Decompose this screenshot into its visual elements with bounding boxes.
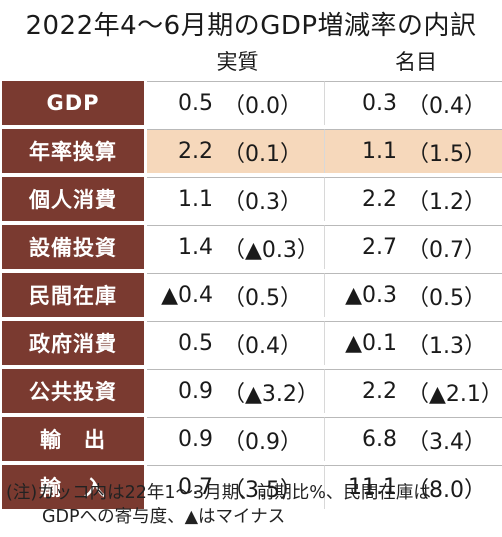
real-cell: 2.2 （0.1）	[147, 129, 324, 173]
table-row: 公共投資 0.9 （▲3.2） 2.2 （▲2.1）	[2, 369, 502, 413]
real-value: 0.7	[178, 475, 213, 500]
table-row: GDP 0.5 （0.0） 0.3 （0.4）	[2, 81, 502, 125]
real-prev-value: （0.9）	[223, 429, 302, 455]
row-label: GDP	[2, 81, 144, 125]
real-cell: 1.4 （▲0.3）	[147, 225, 324, 269]
nominal-value: 11.1	[348, 475, 397, 500]
row-label: 輸 入	[2, 465, 144, 509]
real-prev-value: （▲0.3）	[223, 237, 319, 263]
nominal-value: 2.2	[362, 187, 397, 212]
table-row-highlighted: 年率換算 2.2 （0.1） 1.1 （1.5）	[2, 129, 502, 173]
nominal-prev-value: （3.4）	[407, 429, 486, 455]
nominal-cell: ▲0.1 （1.3）	[324, 321, 502, 365]
real-prev-value: （0.4）	[223, 333, 302, 359]
row-label: 年率換算	[2, 129, 144, 173]
nominal-prev-value: （0.7）	[407, 237, 486, 263]
footnote: (注)カッコ内は22年1〜3月期、前期比%、民間在庫は GDPへの寄与度、▲はマ…	[6, 481, 502, 529]
real-value: 0.5	[178, 91, 213, 116]
real-cell: 0.9 （▲3.2）	[147, 369, 324, 413]
nominal-prev-value: （1.2）	[407, 189, 486, 215]
nominal-prev-value: （▲2.1）	[407, 381, 502, 407]
real-value: 2.2	[178, 139, 213, 164]
real-value: 1.1	[178, 187, 213, 212]
nominal-prev-value: （8.0）	[407, 477, 486, 503]
real-cell: 0.5 （0.4）	[147, 321, 324, 365]
nominal-cell: 2.2 （▲2.1）	[324, 369, 502, 413]
footnote-line-2: GDPへの寄与度、▲はマイナス	[42, 507, 286, 527]
table-row: 輸 出 0.9 （0.9） 6.8 （3.4）	[2, 417, 502, 461]
real-cell: 0.5 （0.0）	[147, 81, 324, 125]
table-row: 個人消費 1.1 （0.3） 2.2 （1.2）	[2, 177, 502, 221]
real-value: 0.5	[178, 331, 213, 356]
table-row: 輸 入 0.7 （3.5） 11.1 （8.0）	[2, 465, 502, 509]
nominal-prev-value: （1.3）	[407, 333, 486, 359]
gdp-breakdown-table: GDP 0.5 （0.0） 0.3 （0.4） 年率換算 2.2 （0.1） 1.1 （…	[2, 81, 502, 513]
nominal-value: 1.1	[362, 139, 397, 164]
nominal-cell: 1.1 （1.5）	[324, 129, 502, 173]
row-label: 民間在庫	[2, 273, 144, 317]
real-cell: 1.1 （0.3）	[147, 177, 324, 221]
real-prev-value: （▲3.2）	[223, 381, 319, 407]
real-prev-value: （0.0）	[223, 93, 302, 119]
nominal-prev-value: （0.4）	[407, 93, 486, 119]
nominal-prev-value: （0.5）	[407, 285, 486, 311]
row-label: 輸 出	[2, 417, 144, 461]
nominal-value: 0.3	[362, 91, 397, 116]
nominal-cell: 0.3 （0.4）	[324, 81, 502, 125]
real-prev-value: （3.5）	[223, 477, 302, 503]
real-cell: 0.9 （0.9）	[147, 417, 324, 461]
table-row: 民間在庫 ▲0.4 （0.5） ▲0.3 （0.5）	[2, 273, 502, 317]
row-label: 政府消費	[2, 321, 144, 365]
nominal-cell: 2.2 （1.2）	[324, 177, 502, 221]
real-value: 1.4	[178, 235, 213, 260]
nominal-cell: 2.7 （0.7）	[324, 225, 502, 269]
row-label: 個人消費	[2, 177, 144, 221]
table-row: 政府消費 0.5 （0.4） ▲0.1 （1.3）	[2, 321, 502, 365]
row-label: 公共投資	[2, 369, 144, 413]
footnote-line-1: (注)カッコ内は22年1〜3月期、前期比%、民間在庫は	[6, 483, 431, 503]
real-value: 0.9	[178, 379, 213, 404]
real-value: ▲0.4	[161, 283, 213, 308]
column-header-nominal: 名目	[395, 50, 437, 74]
nominal-prev-value: （1.5）	[407, 141, 486, 167]
real-prev-value: （0.3）	[223, 189, 302, 215]
real-value: 0.9	[178, 427, 213, 452]
column-header-real: 実質	[216, 50, 259, 74]
table-title: 2022年4〜6月期のGDP増減率の内訳	[25, 10, 477, 41]
nominal-cell: ▲0.3 （0.5）	[324, 273, 502, 317]
nominal-cell: 6.8 （3.4）	[324, 417, 502, 461]
nominal-value: ▲0.1	[345, 331, 397, 356]
real-prev-value: （0.5）	[223, 285, 302, 311]
nominal-value: 2.2	[362, 379, 397, 404]
real-prev-value: （0.1）	[223, 141, 302, 167]
nominal-value: 2.7	[362, 235, 397, 260]
row-label: 設備投資	[2, 225, 144, 269]
real-cell: ▲0.4 （0.5）	[147, 273, 324, 317]
nominal-value: ▲0.3	[345, 283, 397, 308]
nominal-cell: 11.1 （8.0）	[324, 465, 502, 509]
table-row: 設備投資 1.4 （▲0.3） 2.7 （0.7）	[2, 225, 502, 269]
real-cell: 0.7 （3.5）	[147, 465, 324, 509]
nominal-value: 6.8	[362, 427, 397, 452]
